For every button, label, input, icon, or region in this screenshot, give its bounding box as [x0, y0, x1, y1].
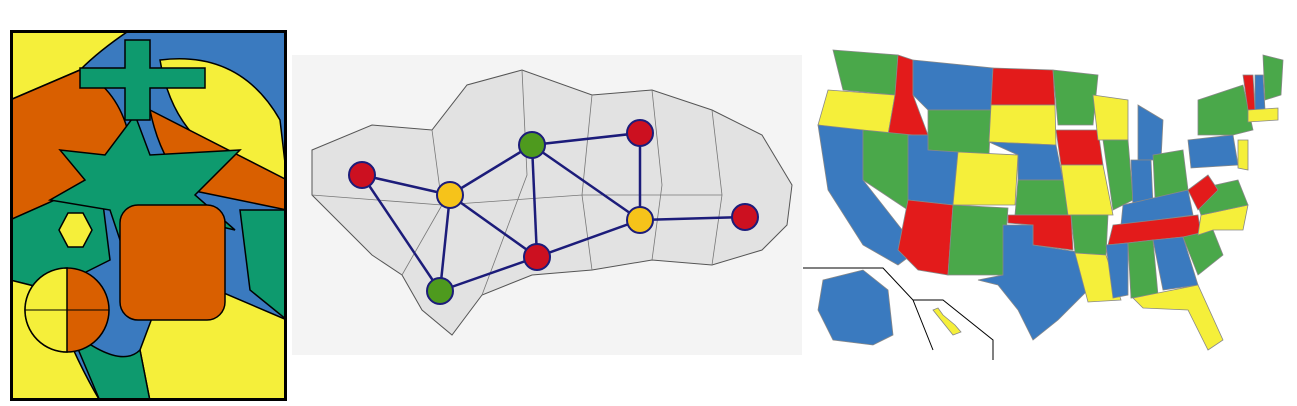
graph-edge [536, 218, 641, 259]
state-mississippi [1105, 242, 1129, 299]
graph-node-red [523, 243, 551, 271]
graph-edge [360, 174, 442, 292]
state-new-mexico [947, 204, 1009, 276]
graph-edges [360, 131, 746, 293]
state-north-dakota [990, 67, 1056, 106]
state-massachusetts [1247, 107, 1279, 123]
graph-coloring-map [292, 55, 802, 355]
graph-node-green [426, 277, 454, 305]
state-hawaii [932, 307, 962, 336]
state-colorado [952, 151, 1019, 206]
inset-divider [803, 267, 994, 360]
state-kansas [1014, 179, 1069, 216]
graph-node-red [348, 161, 376, 189]
art-hexagon [58, 212, 93, 248]
graph-node-yellow [626, 206, 654, 234]
state-maine [1262, 54, 1284, 101]
art-rounded-square [119, 204, 226, 321]
art-circle-bottom-strip [24, 309, 110, 353]
state-new-hampshire [1254, 74, 1266, 111]
state-west-virginia [1187, 174, 1219, 211]
state-minnesota [1052, 69, 1099, 126]
state-wisconsin [1092, 94, 1129, 141]
graph-svg [292, 55, 802, 355]
graph-edge [439, 255, 538, 293]
graph-edge [449, 143, 533, 197]
state-louisiana [1074, 252, 1122, 303]
state-new-york [1197, 84, 1254, 136]
state-missouri [1060, 164, 1114, 216]
us-map-svg [803, 49, 1284, 360]
graph-edge [438, 194, 452, 292]
state-alaska [817, 269, 894, 346]
state-washington [832, 49, 899, 96]
state-arizona [897, 199, 954, 276]
graph-edge [361, 173, 451, 197]
state-michigan [1137, 104, 1164, 161]
region-outline [311, 69, 793, 336]
state-south-dakota [988, 104, 1057, 146]
state-alabama [1127, 239, 1159, 299]
art-cross-shape [79, 39, 206, 121]
artwork-svg [10, 30, 287, 401]
graph-node-green [518, 131, 546, 159]
state-iowa [1055, 129, 1104, 166]
graph-edge [531, 131, 641, 147]
graph-nodes [348, 119, 759, 305]
abstract-four-color-artwork [10, 30, 287, 401]
graph-node-yellow [436, 181, 464, 209]
state-wyoming [927, 109, 992, 156]
art-frame [10, 30, 287, 401]
graph-node-red [626, 119, 654, 147]
us-states-four-color-map [803, 40, 1293, 360]
graph-edge [530, 144, 539, 258]
graph-edge [449, 193, 538, 259]
graph-edge [639, 215, 746, 222]
state-florida [1132, 284, 1224, 351]
art-region-yellow-right [159, 58, 287, 181]
state-kentucky [1120, 189, 1194, 226]
state-texas [977, 224, 1089, 341]
graph-node-red [731, 203, 759, 231]
state-ohio [1152, 149, 1189, 199]
state-montana [912, 59, 994, 111]
state-pennsylvania [1187, 134, 1239, 169]
graph-edge [531, 143, 641, 222]
state-arkansas [1070, 214, 1109, 256]
art-region-green-right-strip [239, 209, 287, 321]
state-new-jersey [1237, 139, 1249, 171]
